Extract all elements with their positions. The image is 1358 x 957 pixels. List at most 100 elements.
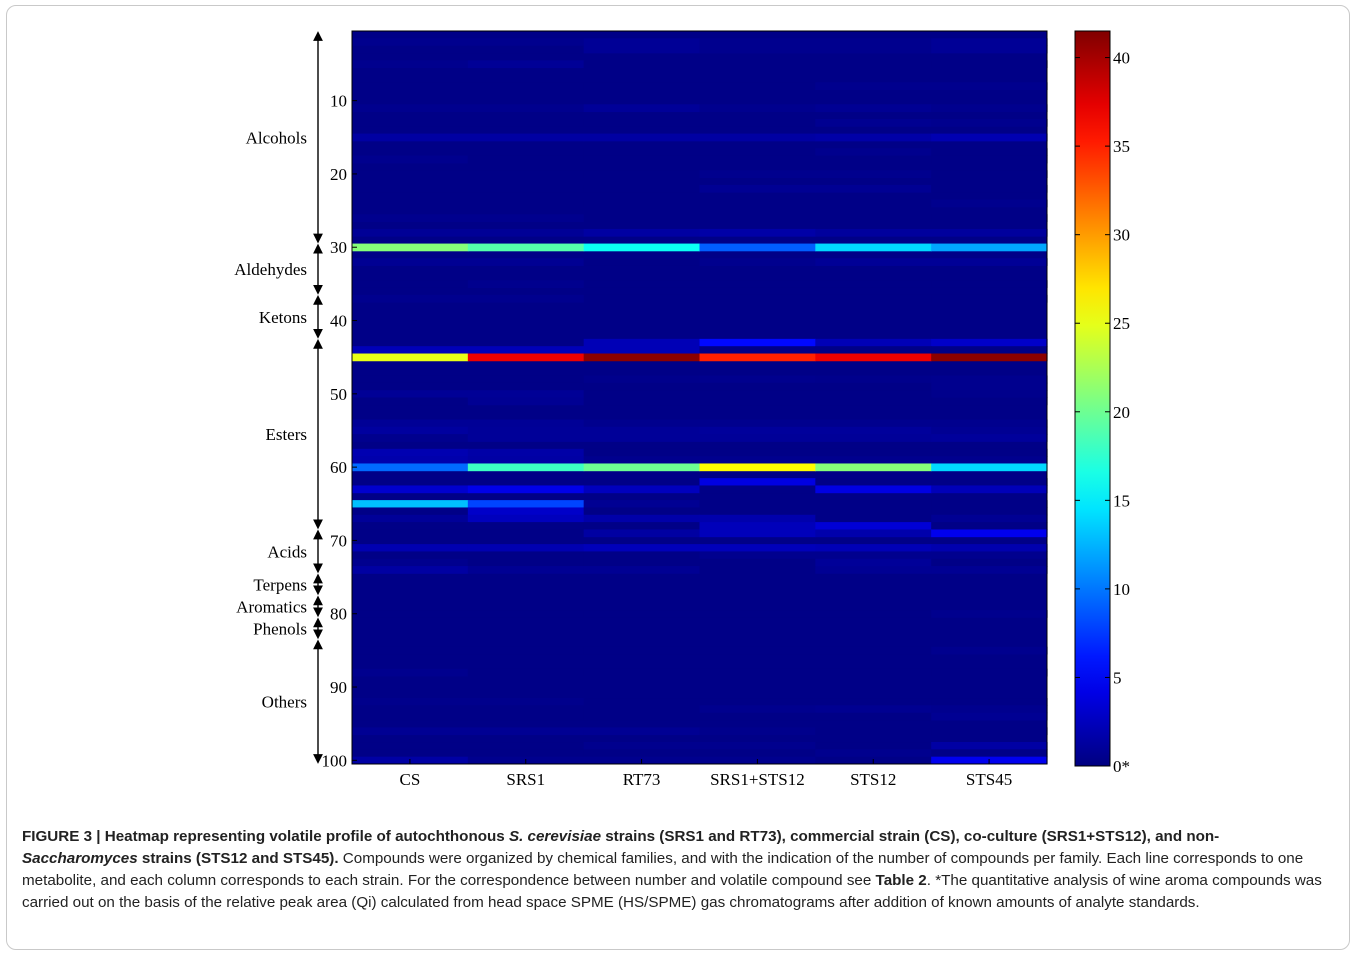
heatmap-cell <box>583 338 701 347</box>
heatmap-cell <box>815 338 932 347</box>
heatmap-cell <box>699 507 816 516</box>
heatmap-cell <box>815 434 932 442</box>
heatmap-cell <box>583 705 701 714</box>
heatmap-cell <box>931 243 1048 252</box>
heatmap-cell <box>467 742 585 750</box>
heatmap-cell <box>815 82 932 91</box>
heatmap-cell <box>699 390 816 398</box>
colorbar-tick-label: 25 <box>1113 314 1130 333</box>
heatmap-cell <box>352 448 469 457</box>
heatmap-cell <box>352 522 469 530</box>
heatmap-cell <box>467 184 585 193</box>
heatmap-cell <box>931 698 1048 706</box>
heatmap-cell <box>467 375 585 384</box>
heatmap-cell <box>467 551 585 560</box>
heatmap-cell <box>352 148 469 157</box>
heatmap-cell <box>931 500 1048 508</box>
heatmap-cell <box>815 118 932 127</box>
heatmap-cell <box>931 346 1048 354</box>
heatmap-cell <box>583 566 701 574</box>
heatmap-cell <box>931 712 1048 721</box>
heatmap-cell <box>467 500 585 508</box>
heatmap-cell <box>699 426 816 435</box>
heatmap-cell <box>583 104 701 113</box>
heatmap-cell <box>815 551 932 560</box>
colorbar-ticks: 0* 5 10 15 20 25 30 35 40 <box>1075 49 1130 776</box>
heatmap-cell <box>467 485 585 494</box>
x-tick-label: CS <box>400 770 421 789</box>
heatmap-cell <box>352 727 469 736</box>
heatmap-cell <box>583 148 701 157</box>
colorbar-tick-label: 15 <box>1113 491 1130 510</box>
heatmap-cell <box>467 82 585 91</box>
family-label: Phenols <box>253 619 307 638</box>
heatmap-cell <box>699 712 816 721</box>
heatmap-cell <box>699 463 816 472</box>
x-tick-label: SRS1+STS12 <box>710 770 805 789</box>
heatmap-cell <box>699 419 816 428</box>
heatmap-cell <box>583 60 701 69</box>
heatmap-cell <box>352 294 469 303</box>
heatmap-cell <box>699 60 816 69</box>
heatmap-cell <box>467 478 585 486</box>
heatmap-cell <box>699 456 816 464</box>
colorbar-tick-label: 40 <box>1113 49 1130 68</box>
heatmap-cell <box>699 155 816 164</box>
heatmap-cell <box>467 419 585 428</box>
heatmap-cell <box>467 456 585 464</box>
heatmap-cell <box>815 478 932 486</box>
heatmap-cell <box>352 456 469 464</box>
heatmap-cell <box>815 544 932 552</box>
heatmap-cell <box>931 82 1048 91</box>
heatmap-cell <box>583 184 701 193</box>
heatmap-cell <box>815 294 932 303</box>
heatmap-cell <box>815 742 932 750</box>
heatmap-cell <box>467 448 585 457</box>
heatmap-cell <box>931 280 1048 288</box>
family-label: Aromatics <box>236 597 307 616</box>
heatmap-cell <box>931 448 1048 457</box>
heatmap-cell <box>815 155 932 164</box>
heatmap-cell <box>583 419 701 428</box>
heatmap-cell <box>699 104 816 113</box>
family-label: Acids <box>267 542 307 561</box>
heatmap-cell <box>699 727 816 736</box>
heatmap-cell <box>931 558 1048 567</box>
heatmap-cell <box>352 45 469 54</box>
heatmap-cell <box>352 646 469 655</box>
heatmap-cell <box>931 118 1048 127</box>
heatmap-cell <box>352 426 469 435</box>
heatmap-cell <box>583 45 701 54</box>
heatmap-cell <box>583 170 701 178</box>
heatmap-cell <box>699 346 816 354</box>
heatmap-cell <box>699 705 816 714</box>
heatmap-cell <box>352 390 469 398</box>
heatmap-cell <box>467 397 585 406</box>
figure-caption: FIGURE 3 | Heatmap representing volatile… <box>22 826 1332 914</box>
heatmap-cell <box>583 712 701 721</box>
heatmap-cell <box>815 148 932 157</box>
heatmap-cell <box>352 419 469 428</box>
heatmap-cell <box>699 485 816 494</box>
heatmap-cell <box>467 45 585 54</box>
heatmap-cell <box>467 280 585 288</box>
heatmap-cell <box>352 610 469 618</box>
heatmap-cell <box>815 346 932 354</box>
heatmap-cell <box>699 668 816 677</box>
heatmap-cell <box>815 448 932 457</box>
heatmap-cell <box>583 456 701 464</box>
heatmap-cell <box>352 529 469 538</box>
heatmap-cell <box>699 566 816 574</box>
heatmap-cell <box>467 705 585 714</box>
heatmap-cell <box>815 104 932 113</box>
heatmap-cell <box>931 456 1048 464</box>
colorbar-tick-label: 35 <box>1113 137 1130 156</box>
heatmap-cell <box>467 610 585 618</box>
heatmap-cell <box>815 382 932 391</box>
heatmap-cell <box>583 426 701 435</box>
heatmap-cell <box>352 199 469 208</box>
heatmap-cell <box>352 104 469 113</box>
caption-body-1: Compounds were organized by chemical fam… <box>22 850 1304 889</box>
heatmap-cell <box>583 558 701 567</box>
heatmap-cell <box>583 243 701 252</box>
